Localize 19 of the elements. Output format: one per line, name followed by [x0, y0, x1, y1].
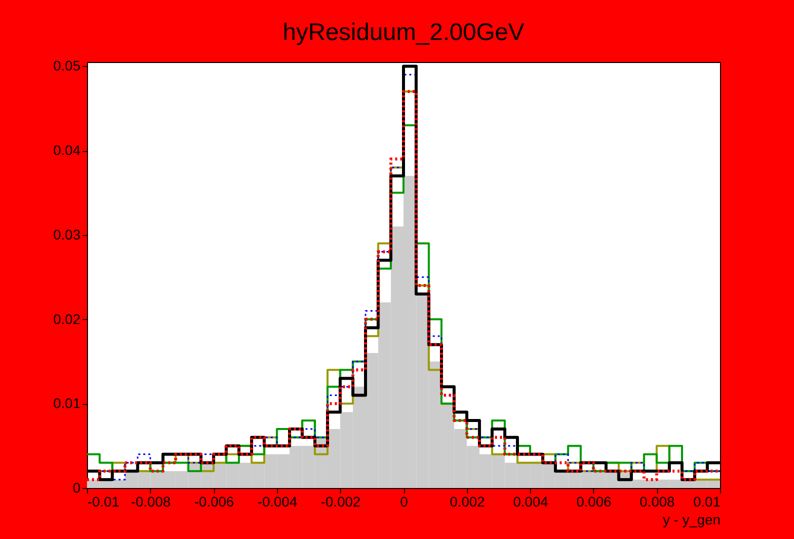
x-tick-label: -0.004 — [258, 494, 298, 510]
x-tick-label: -0.002 — [320, 494, 361, 510]
x-tick-label: -0.01 — [88, 494, 120, 510]
x-axis-title: y - y_gen — [662, 512, 720, 528]
x-tick-label: 0.01 — [693, 494, 721, 510]
x-tick-label: 0.004 — [513, 494, 548, 510]
y-tick-label: 0.04 — [53, 142, 81, 158]
x-tick-label: 0.008 — [640, 494, 675, 510]
y-tick-label: 0.02 — [53, 310, 81, 327]
y-tick-label: 0.05 — [53, 58, 81, 74]
y-tick-label: 0 — [72, 480, 81, 496]
x-tick-label: 0.002 — [450, 494, 486, 510]
x-tick-label: -0.006 — [194, 494, 234, 510]
x-tick-label: -0.008 — [130, 494, 171, 510]
y-tick-label: 0.03 — [53, 226, 81, 242]
y-tick-label: 0.01 — [53, 395, 81, 412]
x-tick-label: 0 — [400, 494, 408, 510]
x-tick-label: 0.006 — [576, 494, 612, 510]
chart-title: hyResiduum_2.00GeV — [282, 19, 524, 46]
